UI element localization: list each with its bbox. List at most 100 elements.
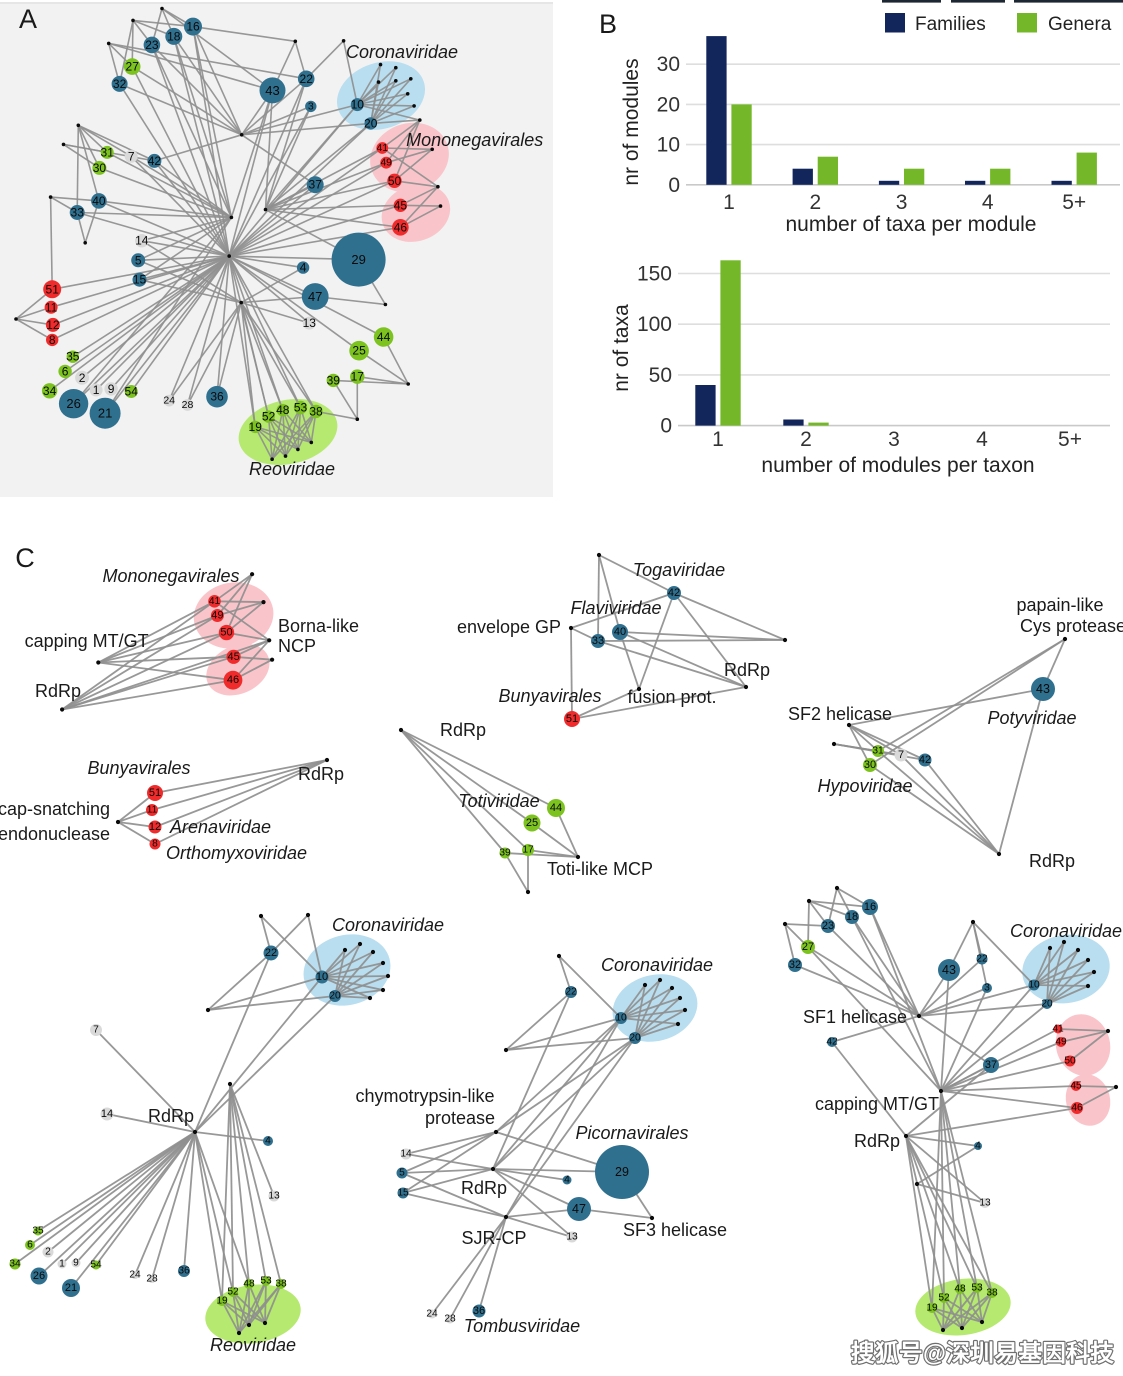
svg-text:RdRp: RdRp xyxy=(1029,851,1075,871)
svg-text:13: 13 xyxy=(268,1191,280,1202)
svg-text:RdRp: RdRp xyxy=(148,1106,194,1126)
svg-text:Picornavirales: Picornavirales xyxy=(575,1123,688,1143)
svg-text:3: 3 xyxy=(984,983,990,994)
svg-text:43: 43 xyxy=(942,963,956,977)
svg-text:14: 14 xyxy=(101,1108,113,1120)
svg-text:Arenaviridae: Arenaviridae xyxy=(169,817,271,837)
svg-text:16: 16 xyxy=(186,20,200,34)
svg-text:2: 2 xyxy=(800,428,812,451)
svg-text:28: 28 xyxy=(146,1274,158,1285)
svg-text:9: 9 xyxy=(108,382,115,396)
svg-text:32: 32 xyxy=(113,77,127,91)
svg-text:38: 38 xyxy=(986,1288,998,1299)
svg-text:SJR-CP: SJR-CP xyxy=(461,1228,526,1248)
svg-text:22: 22 xyxy=(976,954,988,965)
svg-text:RdRp: RdRp xyxy=(440,720,486,740)
svg-text:52: 52 xyxy=(938,1293,950,1304)
svg-text:4: 4 xyxy=(564,1175,570,1186)
svg-text:B: B xyxy=(599,9,617,39)
svg-text:48: 48 xyxy=(954,1284,966,1295)
svg-text:C: C xyxy=(15,543,35,573)
svg-text:45: 45 xyxy=(1070,1081,1082,1092)
svg-text:20: 20 xyxy=(657,93,680,116)
svg-text:Toti-like MCP: Toti-like MCP xyxy=(547,859,653,879)
svg-text:RdRp: RdRp xyxy=(854,1131,900,1151)
svg-text:cap-snatching: cap-snatching xyxy=(0,799,110,819)
svg-text:34: 34 xyxy=(43,384,57,398)
svg-text:1: 1 xyxy=(59,1259,65,1270)
svg-text:41: 41 xyxy=(1052,1024,1064,1035)
svg-text:envelope GP: envelope GP xyxy=(457,617,561,637)
svg-text:21: 21 xyxy=(98,406,112,421)
svg-text:48: 48 xyxy=(243,1279,255,1290)
svg-text:RdRp: RdRp xyxy=(298,764,344,784)
svg-text:Coronaviridae: Coronaviridae xyxy=(332,915,444,935)
svg-text:50: 50 xyxy=(1064,1056,1076,1067)
svg-text:papain-like: papain-like xyxy=(1016,595,1103,615)
svg-text:SF2 helicase: SF2 helicase xyxy=(788,704,892,724)
svg-text:52: 52 xyxy=(262,410,276,424)
svg-text:A: A xyxy=(19,4,37,34)
svg-text:Mononegavirales: Mononegavirales xyxy=(406,130,543,150)
svg-text:36: 36 xyxy=(210,390,224,404)
svg-text:35: 35 xyxy=(66,350,80,364)
svg-text:8: 8 xyxy=(49,333,56,347)
svg-text:RdRp: RdRp xyxy=(724,660,770,680)
svg-text:capping MT/GT: capping MT/GT xyxy=(815,1094,939,1114)
svg-text:13: 13 xyxy=(303,316,317,330)
svg-text:21: 21 xyxy=(65,1282,77,1294)
svg-text:7: 7 xyxy=(128,149,135,163)
svg-text:27: 27 xyxy=(126,60,140,74)
svg-text:30: 30 xyxy=(864,759,876,771)
svg-text:Borna-like: Borna-like xyxy=(278,616,359,636)
svg-text:2: 2 xyxy=(79,371,86,385)
svg-text:capping MT/GT: capping MT/GT xyxy=(25,631,149,651)
svg-text:number of taxa per module: number of taxa per module xyxy=(786,213,1037,236)
svg-text:18: 18 xyxy=(167,29,181,43)
svg-text:20: 20 xyxy=(364,116,378,130)
svg-text:40: 40 xyxy=(92,194,106,208)
svg-text:Mononegavirales: Mononegavirales xyxy=(102,566,239,586)
svg-text:28: 28 xyxy=(182,399,194,411)
svg-text:22: 22 xyxy=(565,987,577,998)
svg-text:100: 100 xyxy=(637,313,672,336)
svg-text:42: 42 xyxy=(148,154,162,168)
svg-text:Totiviridae: Totiviridae xyxy=(458,791,539,811)
svg-text:Flaviviridae: Flaviviridae xyxy=(570,598,661,618)
svg-text:Cys protease: Cys protease xyxy=(1020,616,1123,636)
svg-text:13: 13 xyxy=(979,1198,991,1209)
svg-text:endonuclease: endonuclease xyxy=(0,824,110,844)
svg-text:5: 5 xyxy=(399,1168,405,1179)
svg-text:43: 43 xyxy=(265,83,279,98)
svg-text:37: 37 xyxy=(985,1059,997,1071)
svg-text:12: 12 xyxy=(149,821,161,833)
svg-text:Potyviridae: Potyviridae xyxy=(987,708,1076,728)
svg-text:搜狐号@深圳易基因科技: 搜狐号@深圳易基因科技 xyxy=(851,1339,1114,1366)
svg-text:39: 39 xyxy=(499,848,511,859)
svg-text:15: 15 xyxy=(397,1188,409,1199)
svg-text:2: 2 xyxy=(45,1247,51,1258)
svg-text:53: 53 xyxy=(294,401,308,415)
svg-text:0: 0 xyxy=(660,415,672,438)
svg-text:30: 30 xyxy=(93,161,107,175)
svg-text:7: 7 xyxy=(93,1025,99,1036)
svg-text:6: 6 xyxy=(62,364,69,378)
svg-text:50: 50 xyxy=(649,364,672,387)
svg-text:31: 31 xyxy=(101,145,115,159)
svg-text:46: 46 xyxy=(227,674,239,686)
svg-text:5: 5 xyxy=(135,253,142,267)
svg-text:Genera: Genera xyxy=(1048,14,1112,35)
svg-text:23: 23 xyxy=(822,920,834,932)
svg-text:SF1 helicase: SF1 helicase xyxy=(803,1007,907,1027)
svg-text:nr of taxa: nr of taxa xyxy=(610,304,633,392)
svg-text:1: 1 xyxy=(712,428,724,451)
svg-text:30: 30 xyxy=(657,53,680,76)
svg-text:9: 9 xyxy=(73,1258,79,1269)
svg-text:12: 12 xyxy=(46,318,60,332)
svg-text:NCP: NCP xyxy=(278,636,316,656)
svg-text:Tombusviridae: Tombusviridae xyxy=(464,1316,580,1336)
svg-text:7: 7 xyxy=(898,749,904,761)
svg-text:50: 50 xyxy=(388,174,402,188)
svg-text:26: 26 xyxy=(33,1270,45,1282)
svg-text:16: 16 xyxy=(864,901,876,913)
